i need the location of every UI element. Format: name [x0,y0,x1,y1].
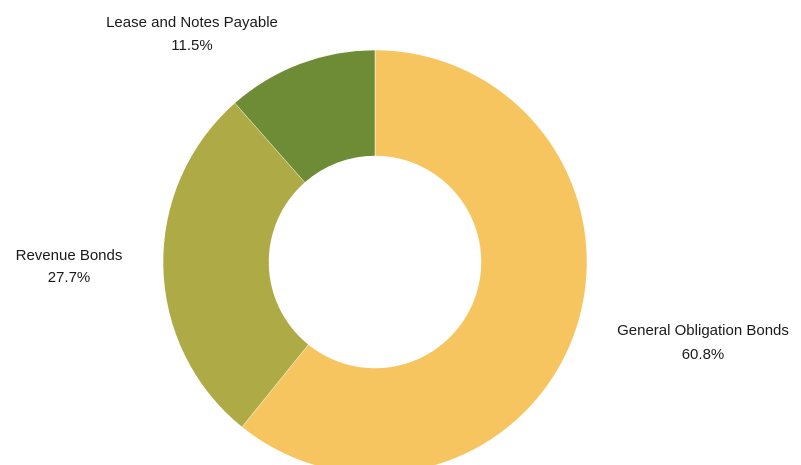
slice-label-group-lease-and-notes-payable: Lease and Notes Payable 11.5% [106,14,278,54]
slice-lease-and-notes-payable [234,49,376,183]
slice-value-lease-and-notes-payable: 11.5% [171,37,212,54]
slice-revenue-bonds [162,102,309,428]
slice-label-group-revenue-bonds: Revenue Bonds 27.7% [16,247,123,286]
slice-general-obligation-bonds [241,49,588,465]
slice-label-lease-and-notes-payable: Lease and Notes Payable [106,14,278,31]
slice-label-revenue-bonds: Revenue Bonds [16,247,123,264]
slice-value-revenue-bonds: 27.7% [48,269,91,286]
slice-value-general-obligation-bonds: 60.8% [682,346,725,363]
slice-label-group-general-obligation-bonds: General Obligation Bonds 60.8% [617,322,789,363]
donut-slices [162,49,588,465]
slice-label-general-obligation-bonds: General Obligation Bonds [617,322,789,339]
